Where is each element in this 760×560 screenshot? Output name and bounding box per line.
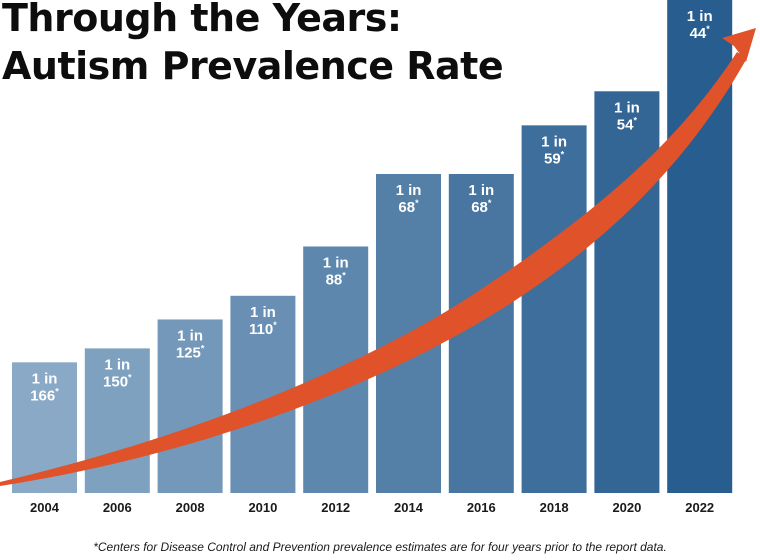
bar-2020 — [594, 91, 660, 493]
bar-label-asterisk-2014: * — [415, 198, 419, 208]
bar-label-value-2020: 54* — [617, 115, 638, 133]
bar-label-prefix-2022: 1 in — [687, 8, 713, 25]
bar-label-asterisk-2020: * — [633, 115, 637, 125]
bar-2008 — [157, 319, 223, 493]
x-tick-label-2014: 2014 — [394, 500, 424, 515]
bar-label-prefix-2006: 1 in — [104, 356, 130, 373]
x-tick-label-2022: 2022 — [685, 500, 714, 515]
footnote: *Centers for Disease Control and Prevent… — [93, 540, 667, 554]
bar-label-prefix-2012: 1 in — [323, 255, 349, 272]
chart-title-line-2: Autism Prevalence Rate — [2, 44, 504, 88]
x-tick-label-2006: 2006 — [103, 500, 132, 515]
bar-label-asterisk-2016: * — [488, 198, 492, 208]
bar-label-value-2014: 68* — [398, 198, 419, 216]
bar-label-prefix-2018: 1 in — [541, 133, 567, 150]
bar-label-value-2018: 59* — [544, 149, 565, 167]
x-tick-label-2016: 2016 — [467, 500, 496, 515]
bar-label-prefix-2004: 1 in — [32, 370, 58, 387]
x-tick-label-2018: 2018 — [540, 500, 569, 515]
bar-2018 — [521, 125, 587, 493]
bar-label-value-2010: 110* — [249, 320, 277, 338]
bar-label-asterisk-2004: * — [55, 386, 59, 396]
bar-label-asterisk-2022: * — [706, 24, 710, 34]
bar-label-value-2006: 150* — [103, 372, 132, 390]
bar-label-asterisk-2012: * — [342, 271, 346, 281]
bar-label-value-2012: 88* — [326, 271, 347, 289]
bar-label-value-2008: 125* — [176, 343, 205, 361]
x-tick-label-2010: 2010 — [248, 500, 277, 515]
bar-label-prefix-2008: 1 in — [177, 327, 203, 344]
x-tick-label-2008: 2008 — [176, 500, 205, 515]
x-tick-label-2020: 2020 — [612, 500, 641, 515]
bar-label-prefix-2010: 1 in — [250, 304, 276, 321]
bar-2006 — [84, 348, 150, 493]
bar-label-asterisk-2018: * — [561, 149, 565, 159]
bar-label-value-2004: 166* — [30, 386, 59, 404]
bar-label-value-2022: 44* — [690, 24, 711, 42]
bar-label-asterisk-2006: * — [128, 372, 132, 382]
bar-label-prefix-2020: 1 in — [614, 99, 640, 116]
chart-title: Through the Years: Autism Prevalence Rat… — [2, 0, 522, 90]
bar-label-asterisk-2008: * — [201, 343, 205, 353]
x-tick-label-2004: 2004 — [30, 500, 60, 515]
bar-label-asterisk-2010: * — [273, 320, 277, 330]
bar-label-value-2016: 68* — [471, 198, 492, 216]
x-tick-label-2012: 2012 — [321, 500, 350, 515]
trend-arrow-head — [722, 28, 756, 62]
chart-title-line-1: Through the Years: — [2, 0, 402, 40]
bar-label-prefix-2014: 1 in — [396, 182, 422, 199]
bar-label-prefix-2016: 1 in — [468, 182, 494, 199]
